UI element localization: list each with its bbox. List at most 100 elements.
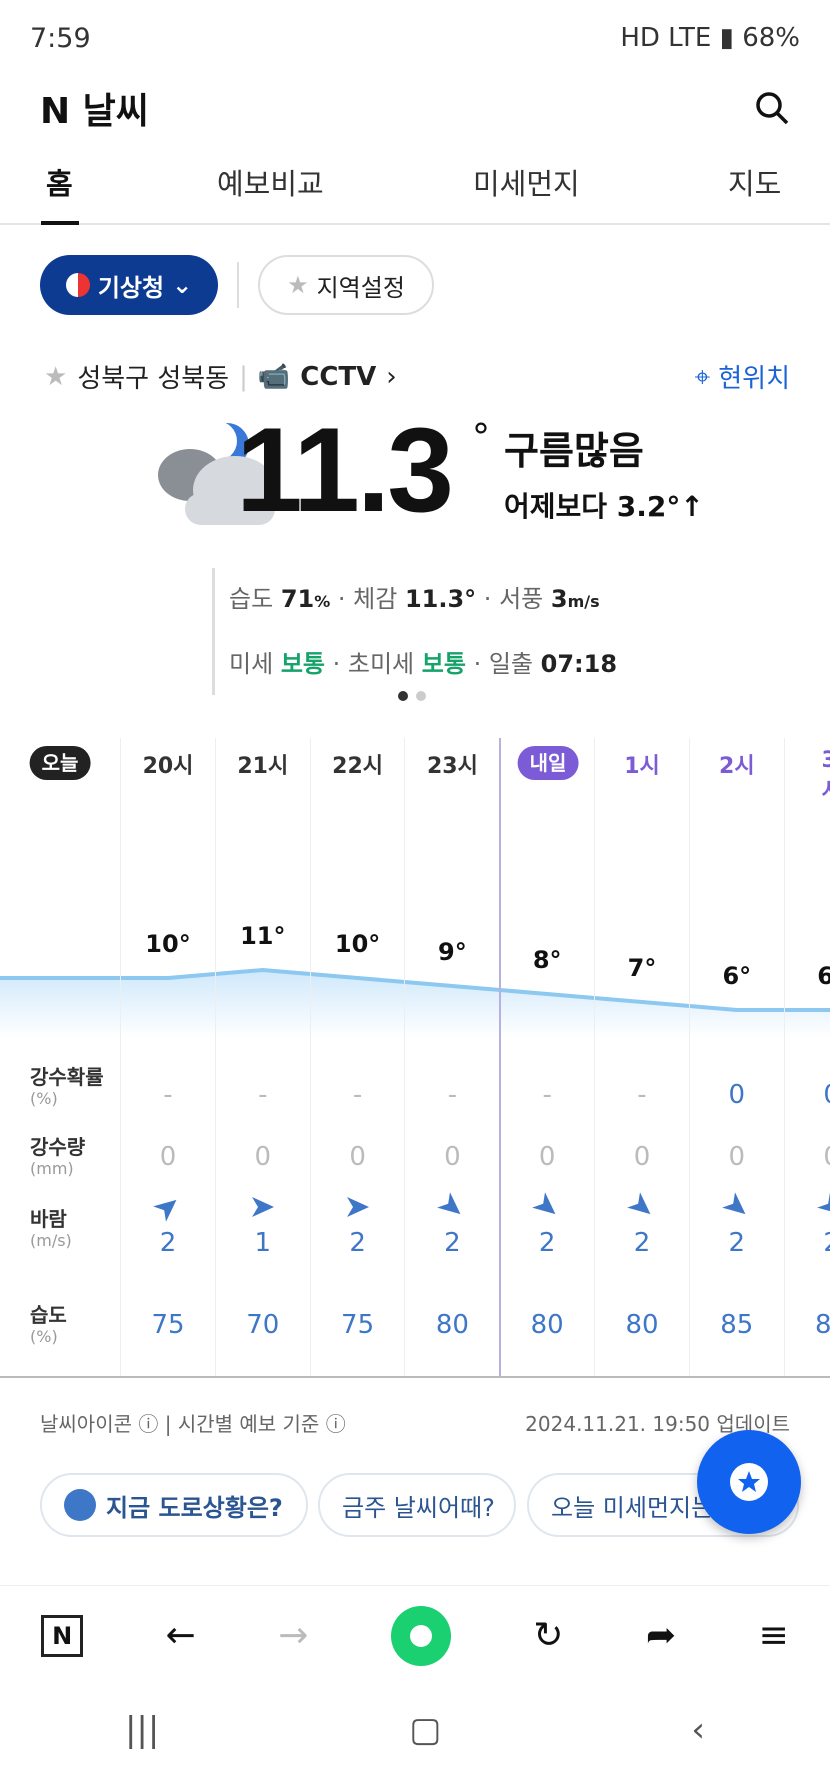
column-divider xyxy=(120,738,121,1376)
hum-value: 70 xyxy=(246,1310,280,1340)
status-time: 7:59 xyxy=(30,22,91,54)
hour-label: 1시 xyxy=(624,754,660,779)
info-icon[interactable]: ⓘ xyxy=(138,1412,159,1436)
degree-symbol: ° xyxy=(472,417,490,458)
divider xyxy=(237,262,239,308)
status-bar: 7:59 HD LTE ▮ 68% xyxy=(30,18,800,58)
wind-value: 2 xyxy=(444,1228,461,1258)
tab-home[interactable]: 홈 xyxy=(46,167,73,201)
rain-value: 0 xyxy=(349,1142,366,1172)
temperature-chart xyxy=(0,967,830,1038)
temperature-area xyxy=(0,970,830,1038)
humidity-value: 71 xyxy=(280,585,315,613)
hour-temp: 10° xyxy=(145,930,191,958)
info-icon[interactable]: ⓘ xyxy=(325,1412,346,1436)
today-badge: 오늘 xyxy=(29,746,91,780)
source-selector[interactable]: 기상청 ⌄ xyxy=(40,255,218,315)
wind-value: 2 xyxy=(538,1228,556,1258)
app-title: N 날씨 xyxy=(40,91,149,132)
hour-label: 23시 xyxy=(426,754,478,779)
column-divider xyxy=(404,738,406,1376)
hum-value: 75 xyxy=(341,1310,375,1340)
hour-temp: 11° xyxy=(240,922,286,950)
wind-value: 2 xyxy=(349,1228,366,1258)
pop-value: - xyxy=(352,1080,363,1110)
column-divider xyxy=(688,738,690,1376)
wind-value: 3 xyxy=(550,585,568,613)
region-setting-button[interactable]: ★ 지역설정 xyxy=(258,255,434,315)
naver-home-icon[interactable]: N xyxy=(41,1614,84,1657)
pop-value: 0 xyxy=(728,1080,746,1110)
page-dot[interactable] xyxy=(416,691,426,701)
rain-value: 0 xyxy=(823,1142,830,1172)
pop-value: - xyxy=(163,1080,173,1110)
feels-label: 체감 xyxy=(353,585,398,613)
hum-value: 80 xyxy=(530,1310,564,1340)
weather-icon-info-link[interactable]: 날씨아이콘 xyxy=(40,1412,132,1436)
recent-apps-icon[interactable]: ||| xyxy=(124,1710,160,1750)
chevron-down-icon: ⌄ xyxy=(172,271,193,299)
sunrise-label: 일출 xyxy=(488,650,533,678)
region-label: 지역설정 xyxy=(316,273,405,302)
ultrafine-value: 보통 xyxy=(421,650,466,678)
cctv-link[interactable]: CCTV xyxy=(300,361,377,392)
back-icon[interactable]: ← xyxy=(165,1615,196,1656)
system-nav-bar: ||| ▢ ‹ xyxy=(0,1695,830,1765)
page-dot[interactable] xyxy=(398,691,408,701)
hour-temp: 6° xyxy=(817,962,830,990)
column-divider xyxy=(214,738,216,1376)
tab-bar: 홈 예보비교 미세먼지 지도 xyxy=(0,155,830,225)
forecast-basis-link[interactable]: 시간별 예보 기준 xyxy=(177,1412,320,1436)
hour-temp: 8° xyxy=(532,946,562,974)
active-tab-indicator xyxy=(41,221,79,225)
wind-row-label: 바람 (m/s) xyxy=(30,1207,72,1250)
cctv-icon xyxy=(64,1489,96,1521)
favorite-star-icon[interactable]: ★ xyxy=(44,361,68,392)
back-system-icon[interactable]: ‹ xyxy=(691,1710,705,1750)
weekly-weather-pill[interactable]: 금주 날씨어때? xyxy=(318,1473,516,1537)
humidity-row-label: 습도 (%) xyxy=(30,1303,67,1346)
wind-label: 서풍 xyxy=(499,585,544,613)
search-icon[interactable] xyxy=(752,88,792,128)
tab-forecast-compare[interactable]: 예보비교 xyxy=(217,167,324,201)
wind-direction-icon xyxy=(721,1192,746,1215)
fine-dust-pill[interactable]: 오늘 미세먼지는 xyxy=(527,1473,799,1537)
pop-label: 강수확률 (%) xyxy=(30,1065,104,1108)
forward-icon[interactable]: → xyxy=(278,1615,309,1656)
hum-value: 85 xyxy=(720,1310,754,1340)
ultrafine-label: 초미세 xyxy=(347,650,415,678)
wind-value: 2 xyxy=(728,1228,746,1258)
tab-fine-dust[interactable]: 미세먼지 xyxy=(473,167,580,201)
hum-value: 85 xyxy=(815,1310,830,1340)
yesterday-comparison: 어제보다 3.2°↑ xyxy=(504,490,704,523)
source-label: 기상청 xyxy=(97,273,165,302)
green-dot-icon[interactable] xyxy=(390,1605,451,1666)
location-name[interactable]: 성북구 성북동 xyxy=(77,364,230,394)
pop-value: - xyxy=(542,1080,552,1110)
share-icon[interactable]: ➦ xyxy=(645,1615,677,1656)
kma-logo-icon xyxy=(65,273,90,297)
hour-label: 21시 xyxy=(237,754,289,779)
pop-value: - xyxy=(258,1080,268,1110)
dust-label: 미세 xyxy=(229,650,274,678)
wind-direction-icon xyxy=(532,1192,556,1215)
tab-map[interactable]: 지도 xyxy=(728,167,782,201)
wind-direction-icon xyxy=(437,1192,461,1215)
hourly-forecast[interactable]: 오늘 내일 강수확률 (%) 강수량 (mm) 바람 (m/s) 습도 (%) 20시 1… xyxy=(0,738,830,1378)
column-divider xyxy=(499,738,502,1376)
road-status-pill[interactable]: 지금 도로상황은? xyxy=(40,1473,308,1537)
hour-label: 2시 xyxy=(719,754,755,779)
current-location-button[interactable]: ⌖ 현위치 xyxy=(694,358,790,395)
wind-value: 2 xyxy=(159,1228,177,1258)
menu-icon[interactable]: ≡ xyxy=(758,1615,789,1656)
wind-value: 2 xyxy=(823,1228,830,1258)
home-icon[interactable]: ▢ xyxy=(409,1710,442,1750)
wind-direction-icon xyxy=(251,1197,274,1217)
hour-temp: 10° xyxy=(334,930,381,958)
chatbot-button[interactable] xyxy=(697,1430,801,1534)
chevron-right-icon: › xyxy=(386,361,397,392)
refresh-icon[interactable]: ↻ xyxy=(533,1615,564,1656)
wind-value: 1 xyxy=(254,1228,272,1258)
hour-label: 3시 xyxy=(821,748,830,805)
rain-value: 0 xyxy=(444,1142,461,1172)
